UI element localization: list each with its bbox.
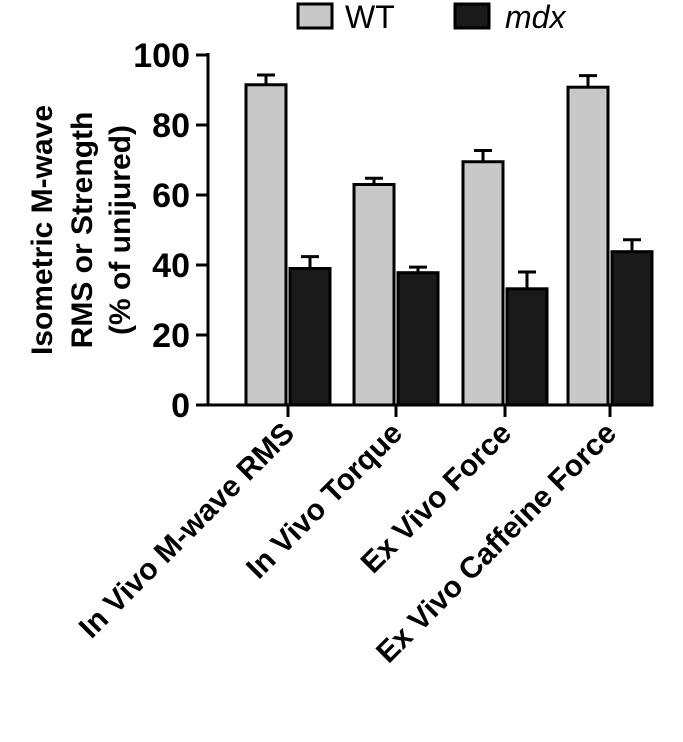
- legend: WT mdx: [296, 0, 566, 35]
- y-tick-label: 60: [152, 177, 190, 215]
- y-axis-title-line: (% of unijured): [104, 125, 137, 335]
- bar: [352, 183, 396, 407]
- y-axis: 0 20 40 60 80 100: [133, 37, 210, 425]
- bar: [505, 287, 549, 407]
- y-tick-label: 40: [152, 247, 190, 285]
- bar: [244, 83, 288, 407]
- y-tick-label: 80: [152, 107, 190, 145]
- y-axis-title-line: RMS or Strength: [66, 112, 99, 349]
- legend-swatch: [453, 2, 491, 30]
- bar: [288, 267, 332, 407]
- y-axis-title-line: Isometric M-wave: [26, 105, 59, 355]
- legend-label: mdx: [505, 0, 566, 35]
- legend-swatch: [296, 2, 334, 30]
- bar: [461, 160, 505, 407]
- x-tick-label: In Vivo M-wave RMS: [73, 417, 301, 645]
- legend-label: WT: [345, 0, 395, 35]
- y-tick-label: 100: [133, 37, 190, 75]
- y-tick-label: 20: [152, 317, 190, 355]
- bar: [566, 85, 610, 407]
- plot-area: [244, 73, 654, 407]
- bar: [396, 271, 440, 407]
- bar: [610, 250, 654, 407]
- y-tick-label: 0: [171, 387, 190, 425]
- y-axis-title: Isometric M-wave RMS or Strength (% of uni…: [26, 105, 137, 355]
